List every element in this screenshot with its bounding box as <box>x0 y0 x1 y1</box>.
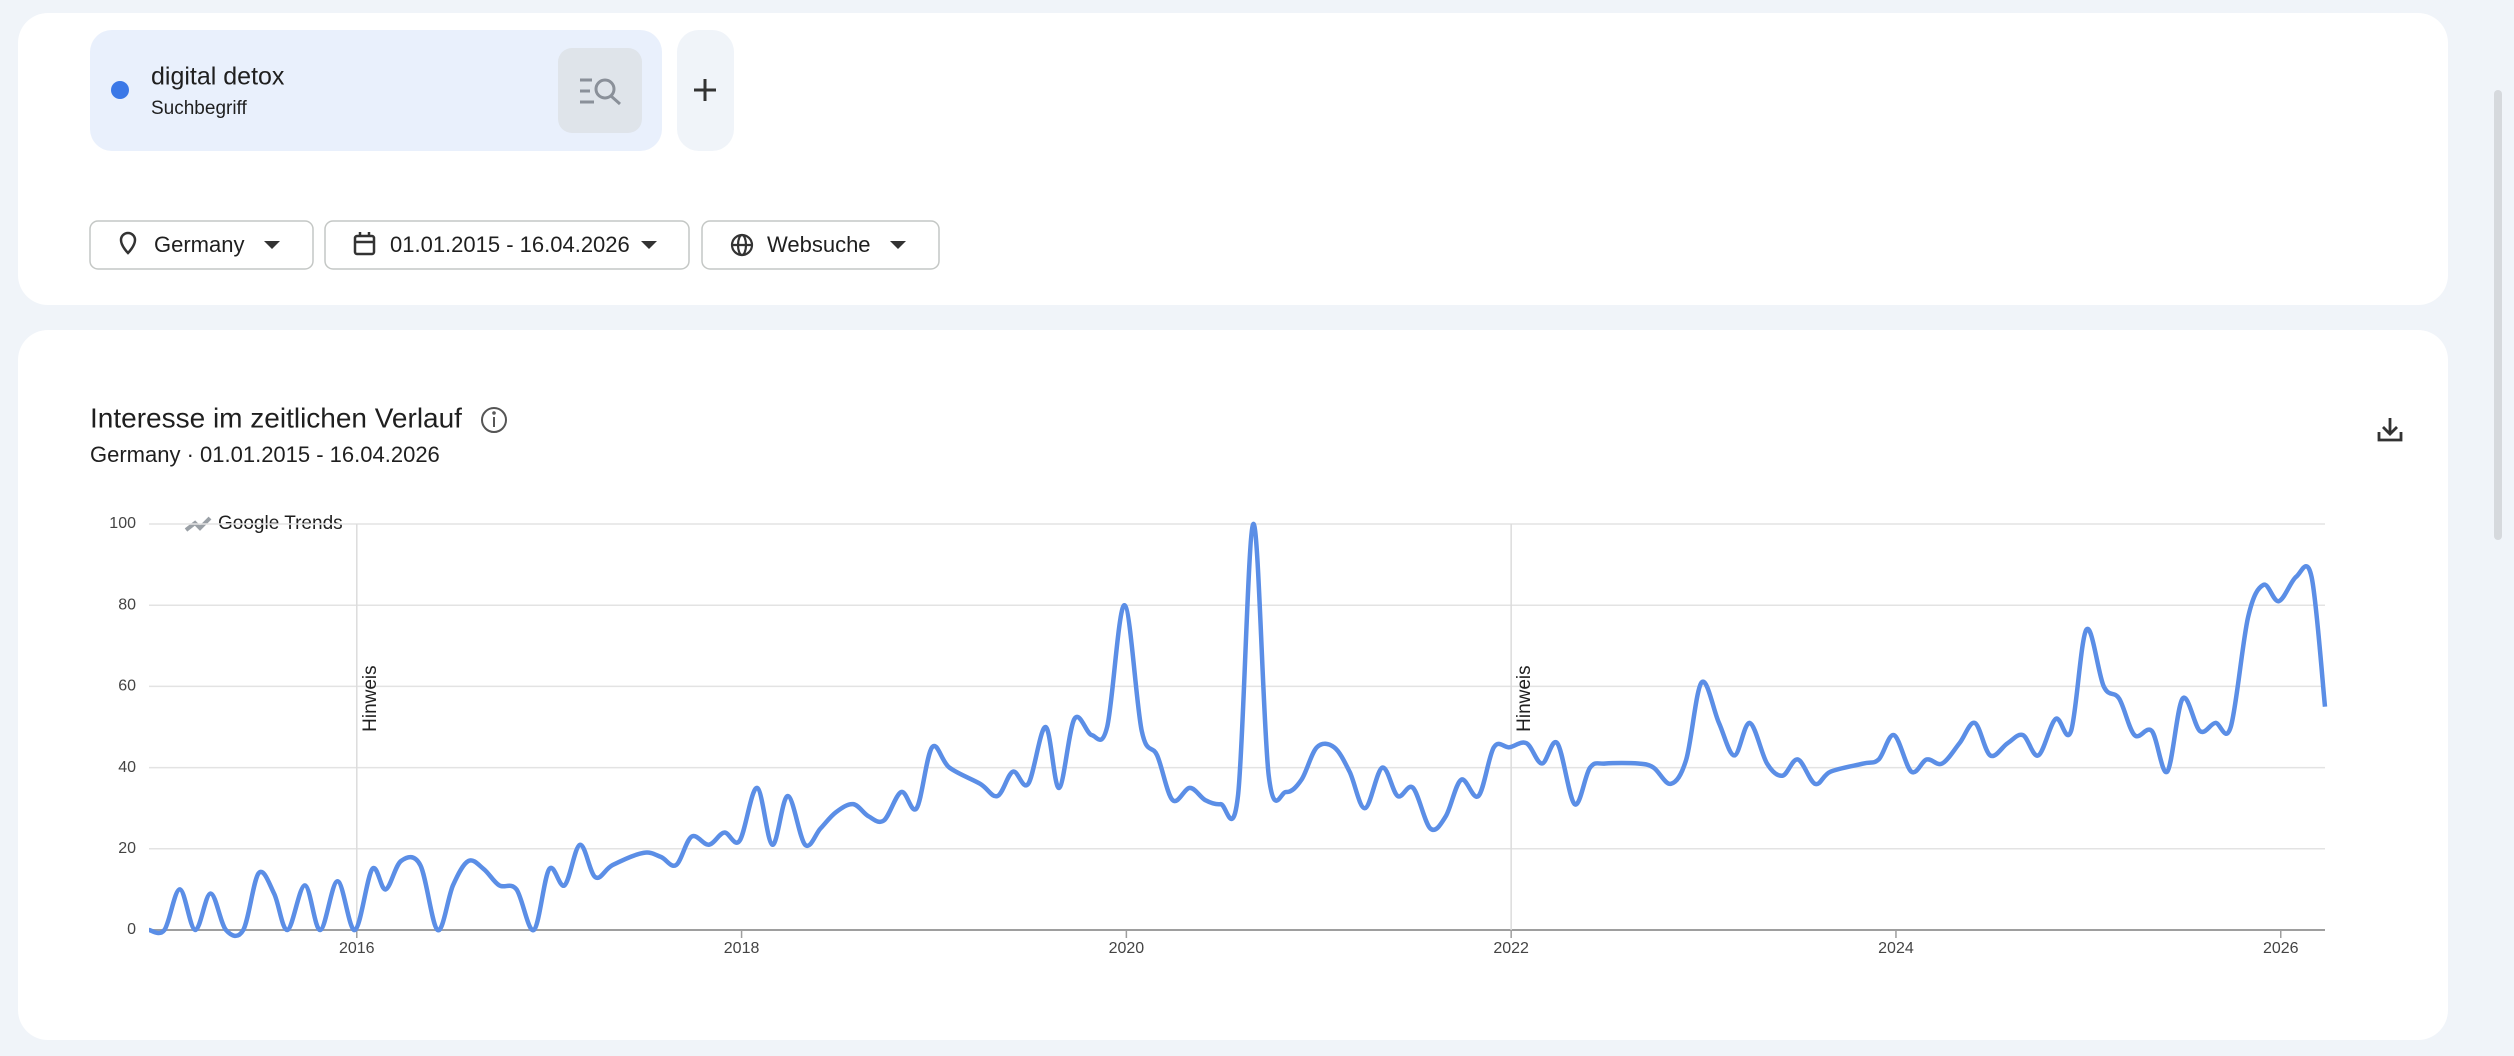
x-tick-label: 2016 <box>339 940 375 957</box>
region: Germany <box>154 232 244 257</box>
download-icon[interactable] <box>2377 418 2403 442</box>
x-tick-label: 2020 <box>1109 940 1145 957</box>
dropdown-arrow <box>264 241 280 249</box>
chart-subtitle: Germany · 01.01.2015 - 16.04.2026 <box>90 442 440 467</box>
dropdown-arrow <box>641 241 657 249</box>
info-icon[interactable] <box>481 407 507 433</box>
pin-icon <box>119 231 137 255</box>
chart-title: Interesse im zeitlichen Verlauf <box>90 402 462 433</box>
y-tick-label: 0 <box>127 921 136 938</box>
date-range: 01.01.2015 - 16.04.2026 <box>390 232 630 257</box>
term-dot <box>111 81 129 99</box>
calendar-icon <box>353 232 376 256</box>
annotation-label: Hinweis <box>1514 665 1535 732</box>
y-tick-label: 40 <box>118 759 136 776</box>
x-tick-label: 2026 <box>2263 940 2299 957</box>
y-tick-label: 60 <box>118 678 136 695</box>
plus-icon <box>694 79 716 101</box>
search-icon <box>580 78 621 106</box>
trends-logo <box>184 516 212 532</box>
x-tick-label: 2022 <box>1493 940 1529 957</box>
x-tick-label: 2024 <box>1878 940 1914 957</box>
date-filter[interactable] <box>324 220 690 270</box>
series-line <box>148 521 2328 939</box>
annotation-label: Hinweis <box>360 665 381 732</box>
y-tick-label: 100 <box>109 515 136 532</box>
term-chip[interactable] <box>90 30 662 151</box>
compare-button[interactable] <box>558 48 642 133</box>
term: digital detox <box>151 63 285 91</box>
dropdown-arrow <box>890 241 906 249</box>
term-type: Suchbegriff <box>151 98 247 119</box>
globe-icon <box>730 233 754 257</box>
x-tick-label: 2018 <box>724 940 760 957</box>
y-tick-label: 80 <box>118 596 136 613</box>
region-filter[interactable] <box>89 220 314 270</box>
scrollbar <box>2494 90 2502 540</box>
property: Websuche <box>767 232 871 257</box>
y-tick-label: 20 <box>118 840 136 857</box>
chart-card <box>18 330 2448 1040</box>
property-filter[interactable] <box>701 220 940 270</box>
